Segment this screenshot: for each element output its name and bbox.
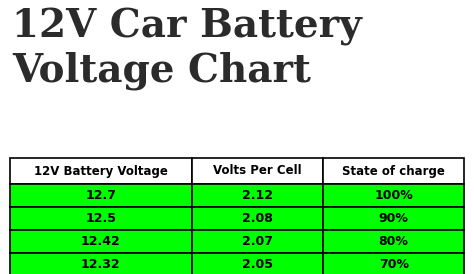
Bar (323, 158, 464, 184)
Text: 12.5: 12.5 (85, 212, 116, 225)
Text: 2.08: 2.08 (242, 212, 273, 225)
Text: 2.12: 2.12 (242, 189, 273, 202)
Text: Volts Per Cell: Volts Per Cell (213, 164, 302, 178)
Bar (10, 184, 191, 207)
Bar (323, 184, 464, 207)
Text: 12.7: 12.7 (85, 189, 116, 202)
Bar (323, 230, 464, 253)
Text: State of charge: State of charge (342, 164, 445, 178)
Text: 70%: 70% (379, 258, 409, 271)
Text: 80%: 80% (379, 235, 409, 248)
Text: 2.07: 2.07 (242, 235, 273, 248)
Text: Voltage Chart: Voltage Chart (12, 52, 311, 90)
Text: 12.42: 12.42 (81, 235, 121, 248)
Bar (191, 184, 323, 207)
Bar (10, 158, 191, 184)
Bar (10, 230, 191, 253)
Bar (10, 207, 191, 230)
Bar (323, 253, 464, 274)
Bar (10, 253, 191, 274)
Bar (191, 158, 323, 184)
Bar (191, 230, 323, 253)
Bar (191, 253, 323, 274)
Text: 12.32: 12.32 (81, 258, 120, 271)
Text: 90%: 90% (379, 212, 409, 225)
Bar (323, 207, 464, 230)
Text: 12V Battery Voltage: 12V Battery Voltage (34, 164, 168, 178)
Bar (191, 207, 323, 230)
Text: 100%: 100% (374, 189, 413, 202)
Text: 12V Car Battery: 12V Car Battery (12, 8, 362, 46)
Text: 2.05: 2.05 (242, 258, 273, 271)
